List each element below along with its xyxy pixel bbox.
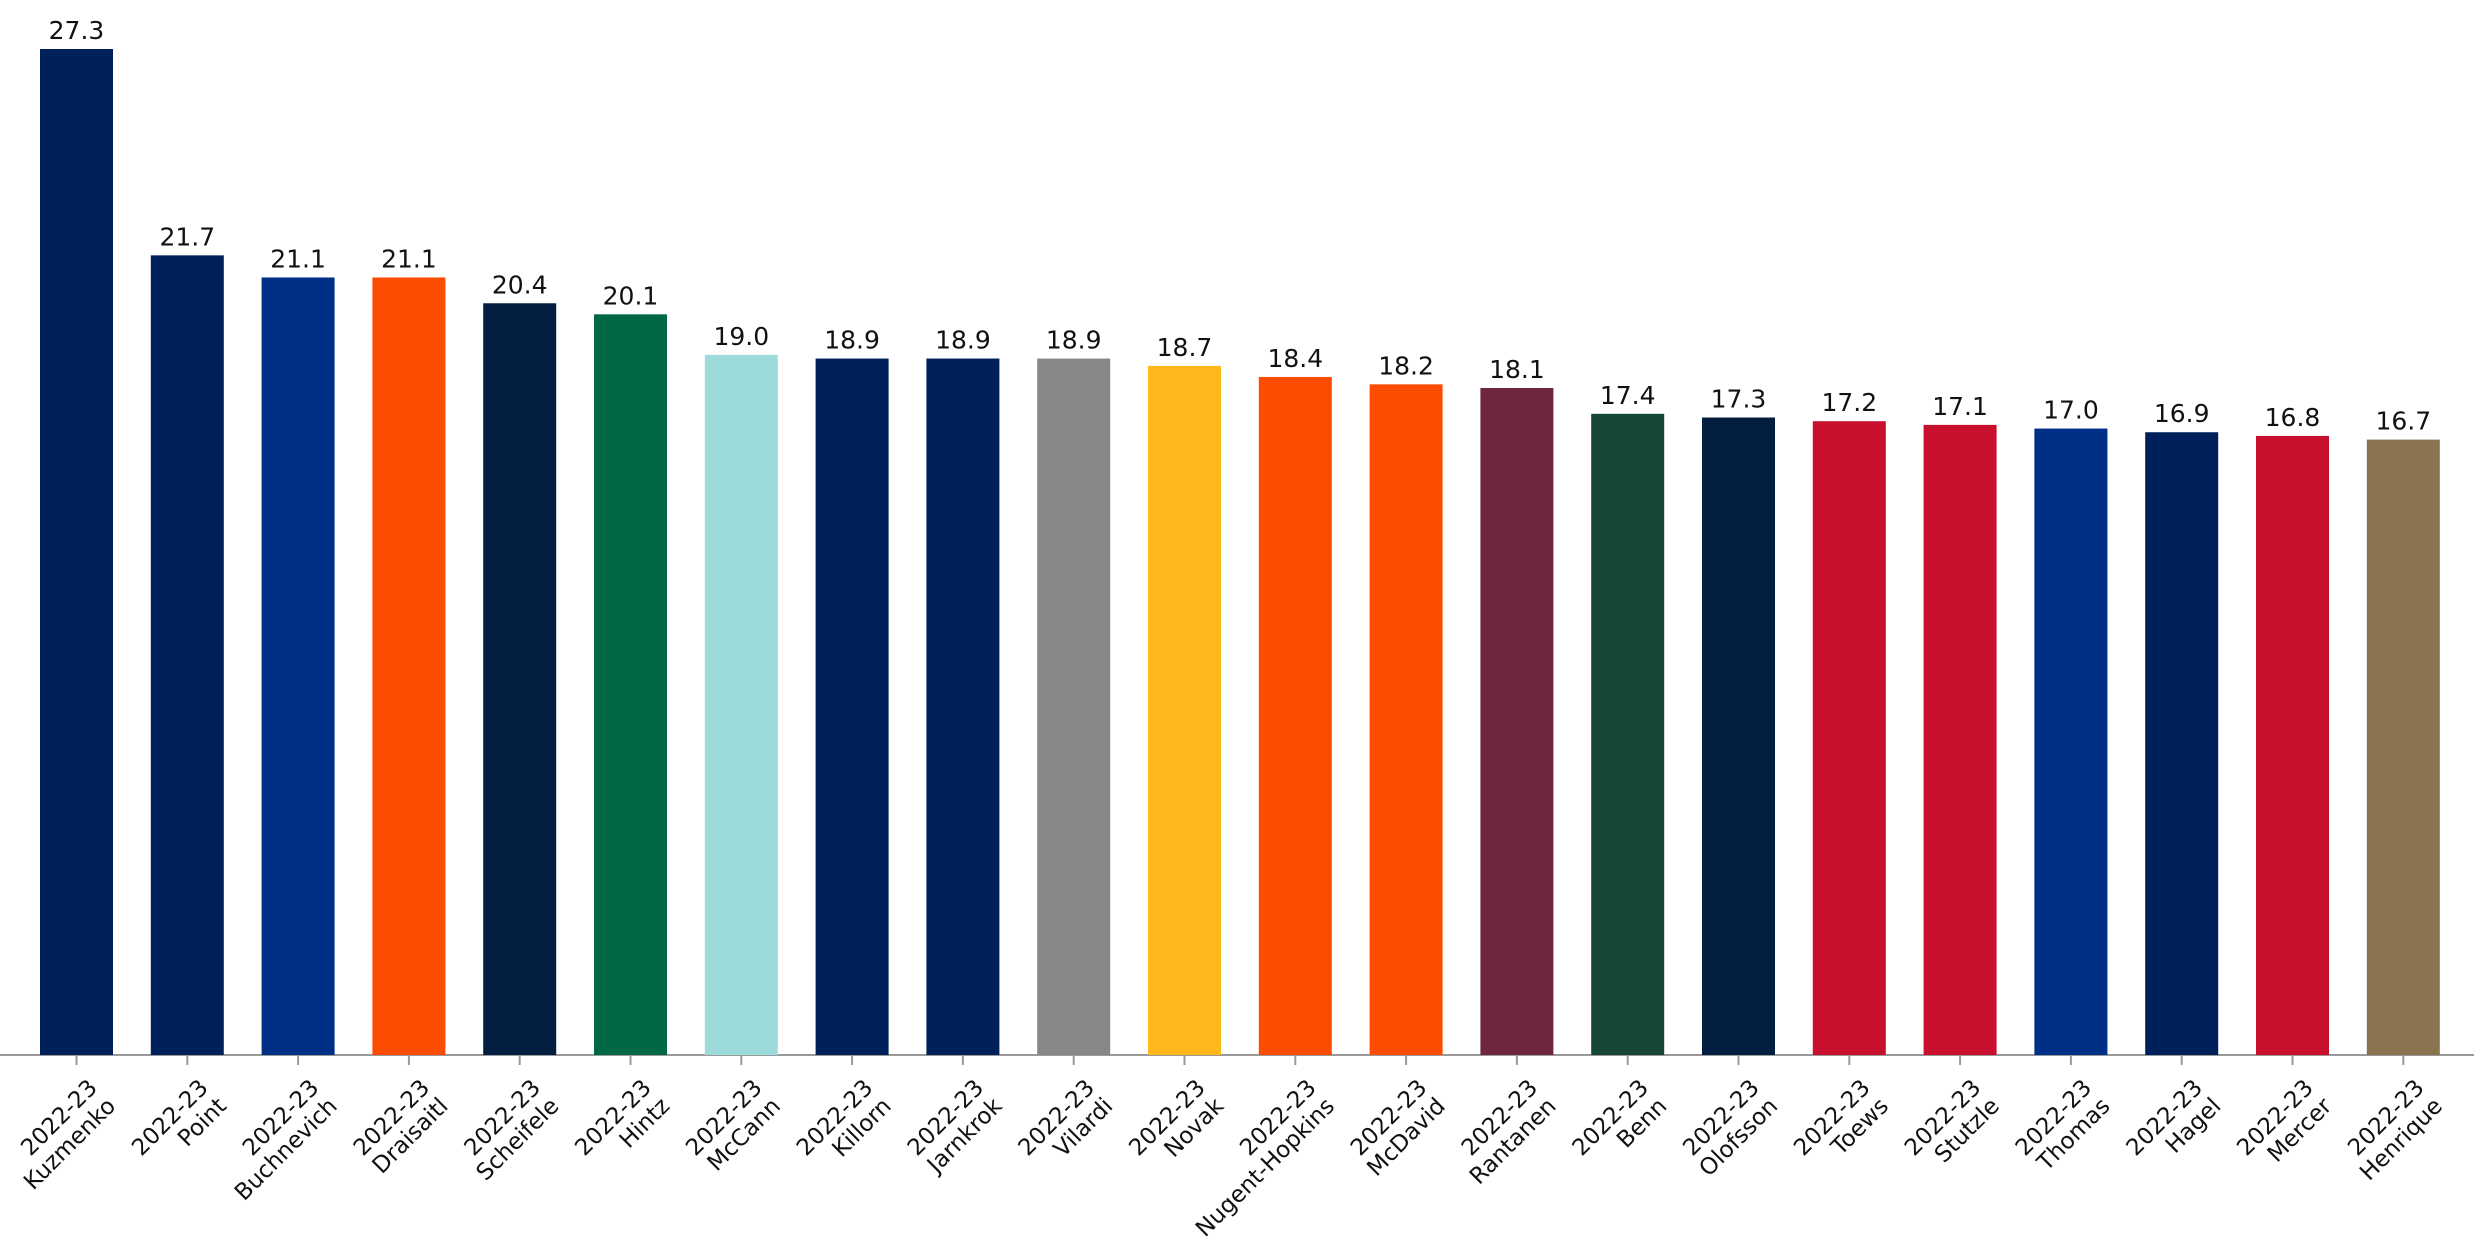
value-label: 16.9 [2154,399,2210,428]
value-label: 17.0 [2043,396,2099,425]
bar [815,358,889,1055]
bar [150,255,224,1055]
bar [1591,413,1665,1055]
bar [704,354,778,1055]
bar [2256,435,2329,1055]
value-label: 18.2 [1378,351,1434,380]
bar [1369,384,1443,1055]
value-label: 20.1 [603,281,659,310]
value-label: 27.3 [49,16,105,45]
bar [1258,376,1332,1055]
value-label: 17.1 [1932,392,1988,421]
bar [1480,388,1554,1055]
value-label: 16.8 [2265,403,2321,432]
value-label: 18.7 [1157,333,1213,362]
bar [483,303,557,1055]
value-label: 17.3 [1711,384,1767,413]
value-label: 18.9 [1046,326,1102,355]
value-label: 19.0 [713,322,769,351]
bar [1037,358,1111,1055]
bar [1812,421,1886,1056]
value-label: 18.9 [935,326,991,355]
value-label: 18.9 [824,326,880,355]
bar [594,314,667,1055]
value-label: 16.7 [2375,407,2431,436]
bar [2366,439,2440,1056]
bar [1923,424,1997,1055]
value-label: 21.1 [381,244,437,273]
value-label: 18.1 [1489,355,1545,384]
bar [1702,417,1775,1055]
bar [2145,432,2219,1055]
bar [372,277,446,1055]
value-label: 18.4 [1267,344,1323,373]
value-label: 21.7 [159,222,215,251]
value-label: 20.4 [492,270,548,299]
bar [2034,428,2108,1055]
bar [40,49,113,1055]
bar [926,358,1000,1055]
bar [1148,365,1221,1055]
value-label: 17.4 [1600,381,1656,410]
value-label: 17.2 [1821,388,1877,417]
value-label: 21.1 [270,244,326,273]
bar [261,277,335,1055]
